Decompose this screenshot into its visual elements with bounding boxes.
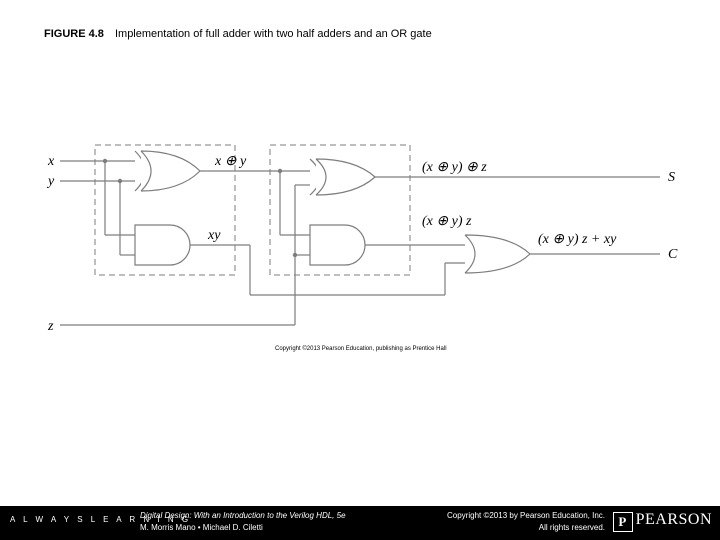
input-y-label: y bbox=[46, 174, 55, 189]
footer-copyright-line2: All rights reserved. bbox=[447, 522, 605, 534]
pearson-logo: PPEARSON bbox=[613, 511, 712, 532]
footer-book-title: Digital Design: With an Introduction to … bbox=[140, 510, 346, 522]
pearson-logo-icon: P bbox=[613, 512, 633, 532]
xor-gate-2 bbox=[310, 159, 375, 195]
footer-book-info: Digital Design: With an Introduction to … bbox=[140, 510, 346, 534]
xor2-out-label: (x ⊕ y) ⊕ z bbox=[422, 160, 487, 175]
output-c-label: C bbox=[668, 247, 678, 262]
and-gate-2 bbox=[310, 225, 365, 265]
or-out-label: (x ⊕ y) z + xy bbox=[538, 232, 617, 247]
output-s-label: S bbox=[668, 170, 675, 185]
and2-out-label: (x ⊕ y) z bbox=[422, 214, 472, 229]
figure-caption: FIGURE 4.8 Implementation of full adder … bbox=[44, 28, 432, 40]
footer-copyright-line1: Copyright ©2013 by Pearson Education, In… bbox=[447, 510, 605, 522]
and1-out-label: xy bbox=[207, 228, 221, 243]
or-gate bbox=[465, 235, 530, 273]
footer-bar: A L W A Y S L E A R N I N G Digital Desi… bbox=[0, 506, 720, 540]
and-gate-1 bbox=[135, 225, 190, 265]
pearson-logo-text: PEARSON bbox=[636, 511, 712, 528]
footer-copyright: Copyright ©2013 by Pearson Education, In… bbox=[447, 510, 605, 534]
footer-authors: M. Morris Mano • Michael D. Ciletti bbox=[140, 522, 346, 534]
full-adder-diagram: x y z x ⊕ y xy bbox=[40, 135, 680, 355]
xor1-out-label: x ⊕ y bbox=[214, 154, 247, 169]
input-z-label: z bbox=[47, 319, 54, 334]
figure-number: FIGURE 4.8 bbox=[44, 28, 104, 40]
diagram-copyright: Copyright ©2013 Pearson Education, publi… bbox=[275, 345, 447, 352]
figure-title: Implementation of full adder with two ha… bbox=[115, 28, 432, 40]
input-x-label: x bbox=[47, 154, 55, 169]
xor-gate-1 bbox=[135, 151, 200, 191]
